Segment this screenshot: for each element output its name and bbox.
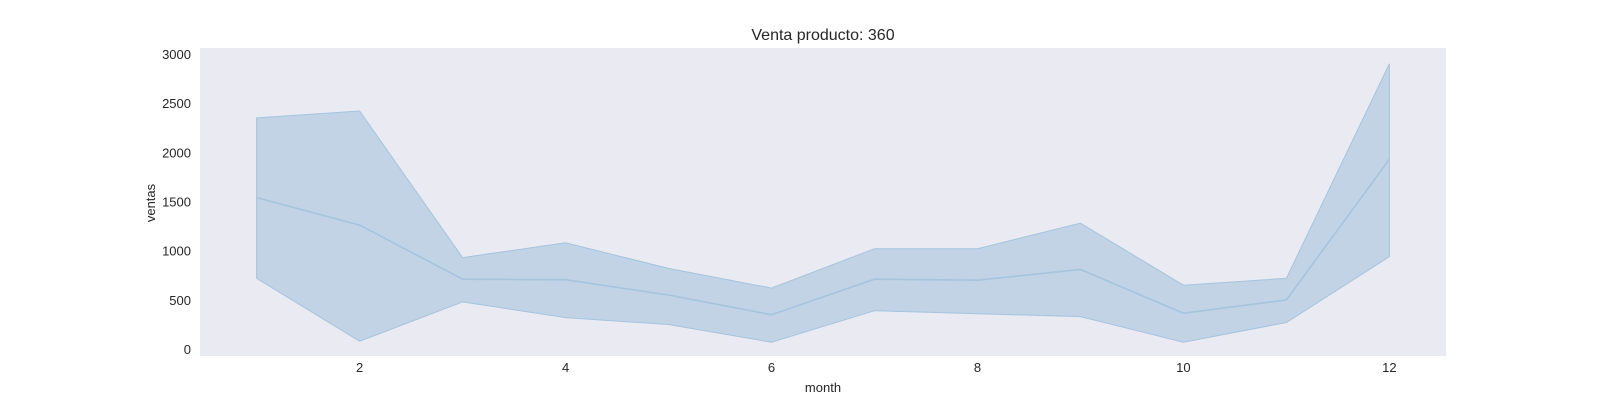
x-tick-label: 4 <box>562 360 569 375</box>
x-tick-label: 8 <box>974 360 981 375</box>
y-tick-label: 1500 <box>162 195 191 210</box>
x-tick-label: 2 <box>356 360 363 375</box>
confidence-band <box>256 63 1390 343</box>
x-axis-label: month <box>805 380 841 395</box>
y-tick-label: 500 <box>169 293 191 308</box>
y-tick-label: 2500 <box>162 96 191 111</box>
y-tick-label: 2000 <box>162 145 191 160</box>
x-tick-label: 12 <box>1382 360 1396 375</box>
y-tick-label: 3000 <box>162 47 191 62</box>
chart-title: Venta producto: 360 <box>751 27 894 44</box>
y-tick-label: 0 <box>184 342 191 357</box>
series-line <box>256 158 1391 316</box>
y-axis-label: ventas <box>143 183 158 222</box>
x-tick-label: 10 <box>1176 360 1190 375</box>
y-axis-ticks: 0 500 1000 1500 2000 2500 3000 <box>162 47 191 357</box>
y-tick-label: 1000 <box>162 244 191 259</box>
x-tick-label: 6 <box>768 360 775 375</box>
x-axis-ticks: 2 4 6 8 10 12 <box>356 360 1397 375</box>
